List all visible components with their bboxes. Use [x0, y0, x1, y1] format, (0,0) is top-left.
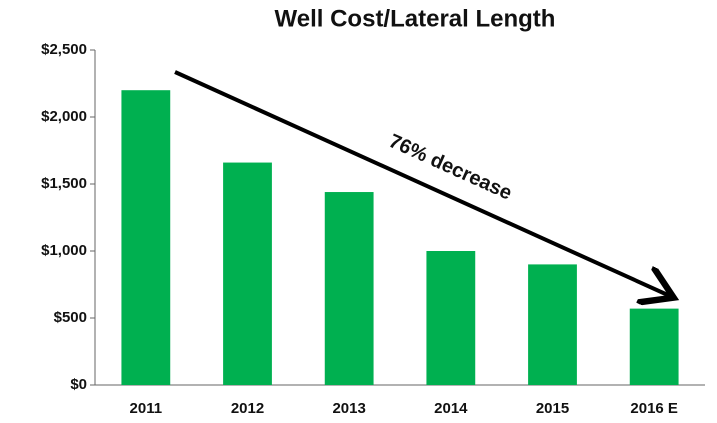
- x-tick-label: 2013: [332, 400, 365, 417]
- x-tick-label: 2016 E: [630, 400, 678, 417]
- bar: [121, 90, 171, 385]
- arrow: [174, 70, 670, 296]
- y-tick-label: $500: [54, 309, 87, 326]
- x-tick-label: 2014: [434, 400, 468, 417]
- x-tick-label: 2012: [231, 400, 264, 417]
- y-tick-label: $0: [70, 376, 87, 393]
- chart-title: Well Cost/Lateral Length: [275, 5, 556, 32]
- bar: [223, 162, 272, 385]
- bar: [324, 192, 374, 385]
- bar: [528, 264, 577, 385]
- bar: [629, 308, 679, 385]
- x-tick-label: 2011: [130, 400, 163, 417]
- y-tick-label: $1,500: [41, 175, 87, 192]
- annotation: 76% decrease: [385, 130, 515, 205]
- bar: [426, 251, 476, 385]
- y-tick-label: $1,000: [41, 242, 87, 259]
- y-tick-label: $2,500: [41, 41, 87, 58]
- y-tick-label: $2,000: [41, 108, 87, 125]
- x-tick-label: 2015: [536, 400, 569, 417]
